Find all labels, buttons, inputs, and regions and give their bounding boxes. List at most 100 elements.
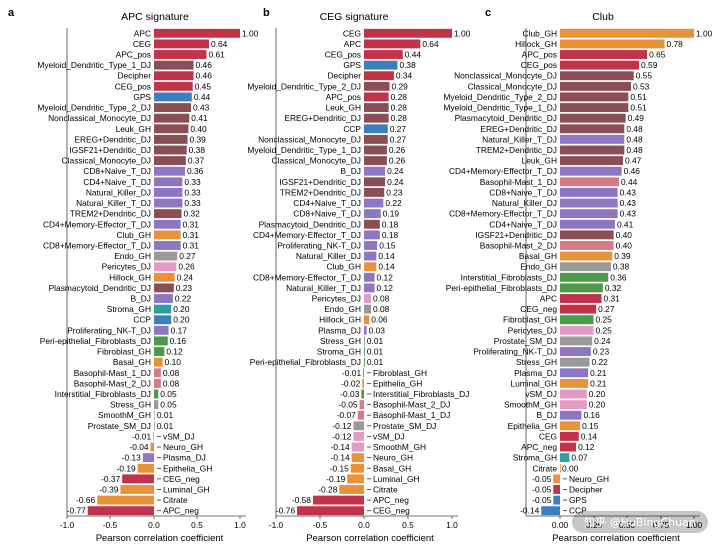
value-label: 0.15 [379, 240, 396, 250]
category-label: Citrate [532, 463, 557, 473]
category-label: Neuro_GH [569, 474, 609, 484]
category-label: Citrate [163, 495, 188, 505]
value-label: -0.14 [520, 506, 539, 516]
bar [362, 378, 364, 388]
category-label: EREG+Dendritic_DJ [284, 113, 361, 123]
category-label: Stress_GH [320, 336, 361, 346]
bar [560, 421, 581, 431]
category-label: Basophil-Mast_2_DJ [480, 240, 557, 250]
bar [560, 177, 619, 187]
bar [364, 294, 372, 303]
bar [364, 166, 386, 176]
bar [350, 463, 364, 473]
bar [154, 145, 187, 155]
category-label: Plasma_DJ [318, 325, 361, 335]
value-label: -0.02 [341, 378, 360, 388]
category-label: Plasmacytoid_Dendritic_DJ [49, 283, 151, 293]
category-label: Natural_Killer_DJ [86, 187, 151, 197]
watermark: 知乎 @HuBingChuan [572, 511, 708, 533]
bar [364, 134, 388, 144]
category-label: CEG_pos [325, 50, 361, 60]
bar [560, 357, 590, 367]
category-label: Proliferating_NK-T_DJ [277, 240, 361, 250]
panel-a: a APC signature -1.0 -0.5 0.0 0.5 1.0 Pearson c… [8, 7, 259, 544]
category-label: Plasmacytoid_Dendritic_DJ [455, 113, 557, 123]
x-tick-label: 1.0 [446, 520, 458, 530]
value-label: 0.46 [196, 71, 213, 81]
bar [560, 463, 561, 473]
bar [154, 378, 161, 388]
panel-label: a [8, 7, 15, 19]
category-label: Natural_Killer_T_DJ [286, 283, 361, 293]
category-label: Basal_GH [113, 357, 151, 367]
category-label: Epithelia_GH [508, 421, 557, 431]
value-label: 0.03 [369, 325, 386, 335]
bar [154, 134, 188, 144]
bar [154, 39, 210, 49]
bar [154, 294, 173, 303]
bar [364, 304, 372, 314]
value-label: 0.64 [422, 39, 439, 49]
chart-title: CEG signature [320, 11, 389, 23]
category-label: Epithelia_GH [163, 463, 212, 473]
category-label: IGSF21+Dendritic_DJ [475, 230, 557, 240]
category-label: Decipher [327, 71, 361, 81]
value-label: -0.05 [532, 484, 551, 494]
x-axis-label: Pearson correlation coefficient [96, 533, 224, 544]
value-label: 0.64 [211, 39, 228, 49]
bar [560, 304, 597, 314]
category-label: Fibroblast_GH [373, 368, 427, 378]
bar [560, 92, 629, 102]
bar [560, 145, 625, 155]
category-label: CEG [343, 28, 361, 38]
value-label: 0.23 [593, 347, 610, 357]
bar [154, 325, 169, 335]
bar [137, 463, 154, 473]
bar [364, 156, 387, 166]
category-label: Classical_Monocyte_DJ [62, 156, 151, 166]
bar [560, 124, 625, 134]
value-label: 0.15 [582, 421, 599, 431]
category-label: TREM2+Dendritic_DJ [70, 209, 151, 219]
value-label: 0.25 [596, 315, 613, 325]
bar [154, 389, 159, 399]
category-label: Leuk_GH [116, 124, 151, 134]
value-label: 0.47 [625, 156, 642, 166]
x-tick-label: 0.25 [586, 520, 603, 530]
category-label: IGSF21+Dendritic_DJ [69, 145, 151, 155]
bar [364, 92, 389, 102]
bar [154, 103, 191, 113]
category-label: Basophil-Mast_2_DJ [74, 378, 151, 388]
bar [154, 50, 207, 59]
category-label: Decipher [117, 71, 151, 81]
category-label: GPS [569, 495, 587, 505]
bar [150, 442, 154, 452]
value-label: 0.07 [571, 453, 588, 463]
bar [560, 198, 618, 208]
bar [364, 336, 365, 346]
bar [154, 28, 240, 38]
category-label: CD8+Memory-Effector_T_DJ [43, 240, 151, 250]
bar [351, 453, 364, 463]
bar [364, 187, 385, 197]
value-label: 0.43 [620, 209, 637, 219]
bar [553, 485, 560, 494]
value-label: 0.24 [594, 336, 611, 346]
value-label: 0.40 [190, 124, 207, 134]
bar [97, 495, 154, 505]
value-label: 0.05 [160, 389, 177, 399]
value-label: -0.12 [332, 421, 351, 431]
value-label: -0.03 [340, 389, 359, 399]
value-label: 0.39 [190, 134, 207, 144]
value-label: 0.23 [176, 283, 193, 293]
category-label: Peri-epithelial_Fibroblasts_DJ [250, 357, 361, 367]
x-axis-label: Pearson correlation coefficient [552, 533, 680, 544]
bar [364, 103, 389, 113]
x-tick-label: 1.0 [234, 520, 246, 530]
value-label: -0.58 [292, 495, 311, 505]
category-label: Peri-epithelial_Fibroblasts_DJ [40, 336, 151, 346]
category-label: APC_pos [116, 50, 151, 60]
category-label: CCP [569, 506, 587, 516]
bar [560, 187, 618, 197]
bar [154, 272, 175, 282]
